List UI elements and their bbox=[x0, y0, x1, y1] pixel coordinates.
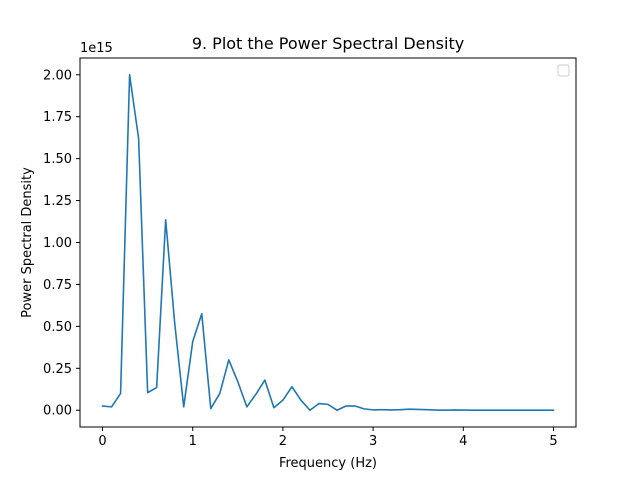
x-axis-ticks: 0 1 2 3 4 5 bbox=[98, 427, 558, 449]
y-tick-label: 0.75 bbox=[43, 278, 72, 293]
x-tick-label: 5 bbox=[549, 434, 557, 449]
y-tick-label: 1.75 bbox=[43, 110, 72, 125]
x-tick-label: 1 bbox=[189, 434, 197, 449]
y-offset-text: 1e15 bbox=[80, 41, 113, 56]
series-layer bbox=[101, 73, 555, 412]
y-tick-label: 2.00 bbox=[43, 68, 72, 83]
plot-area bbox=[79, 57, 577, 428]
x-tick-label: 4 bbox=[459, 434, 467, 449]
y-axis-title: Power Spectral Density bbox=[20, 167, 35, 318]
legend-box bbox=[557, 64, 570, 77]
y-tick-label: 1.25 bbox=[43, 194, 72, 209]
y-tick-label: 1.00 bbox=[43, 236, 72, 251]
x-tick-label: 0 bbox=[98, 434, 106, 449]
y-tick-label: 0.50 bbox=[43, 320, 72, 335]
x-axis-title: Frequency (Hz) bbox=[279, 456, 377, 471]
chart-title: 9. Plot the Power Spectral Density bbox=[192, 34, 464, 53]
axes-frame bbox=[79, 57, 577, 428]
y-axis-ticks: 0.00 0.25 0.50 0.75 1.00 1.25 1.50 1.75 2.00 bbox=[43, 68, 80, 419]
x-tick-label: 2 bbox=[279, 434, 287, 449]
y-tick-label: 0.00 bbox=[43, 404, 72, 419]
x-tick-label: 3 bbox=[369, 434, 377, 449]
psd-series-line bbox=[101, 73, 555, 412]
y-tick-label: 0.25 bbox=[43, 362, 72, 377]
y-tick-label: 1.50 bbox=[43, 152, 72, 167]
